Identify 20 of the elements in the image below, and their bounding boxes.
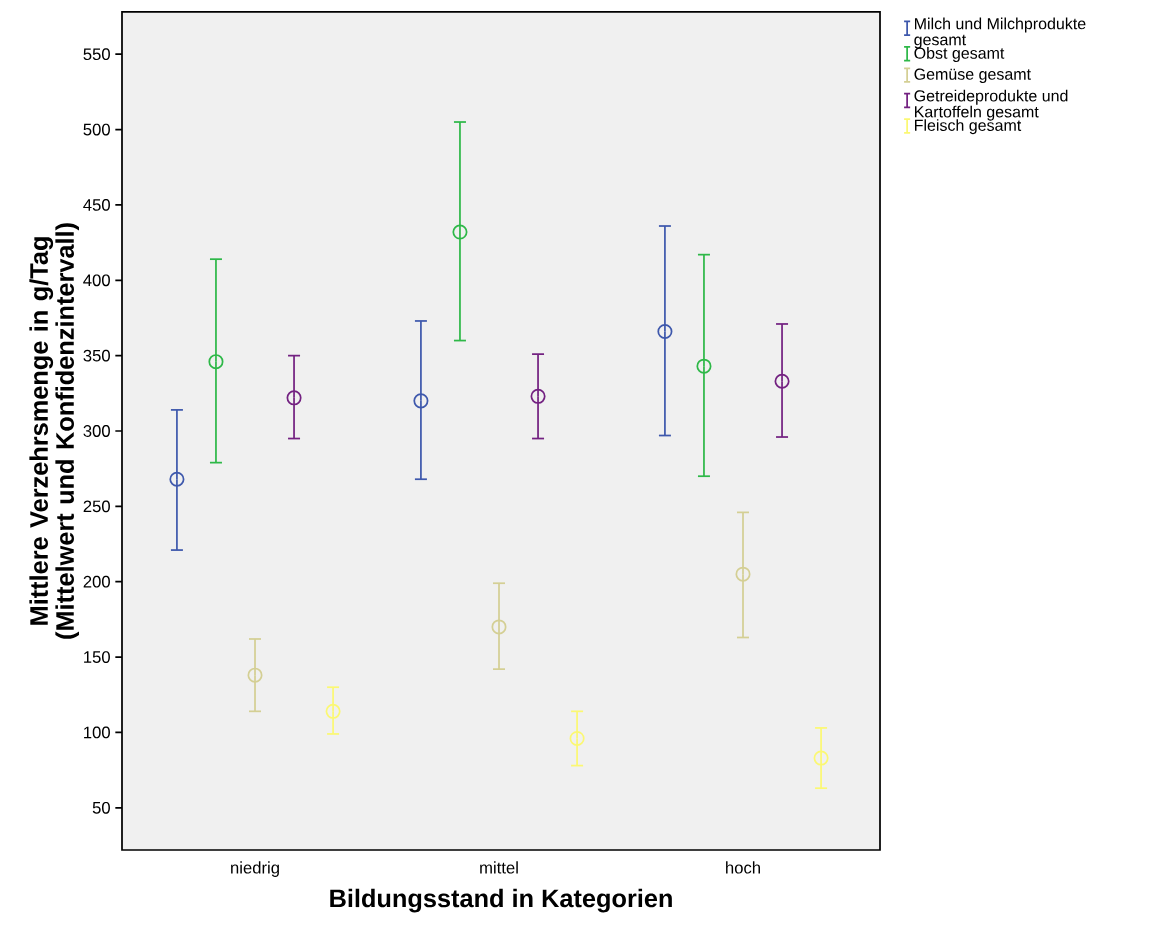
y-tick-label: 300: [83, 425, 110, 437]
y-tick-label: 50: [92, 801, 110, 814]
y-tick-label: 450: [83, 199, 110, 211]
y-axis-title: Mittlere Verzehrsmenge in g/Tag (Mittelwert und Konfidenzintervall): [29, 223, 79, 639]
y-tick-label: 350: [83, 349, 110, 362]
y-tick-label: 100: [84, 726, 110, 739]
legend-label: Gemüse gesamt: [914, 68, 1031, 83]
legend-label: Fleisch gesamt: [915, 119, 1022, 135]
x-tick-label: hoch: [726, 861, 760, 874]
y-tick-label: 500: [83, 123, 110, 136]
y-tick-label: 150: [84, 651, 110, 663]
y-tick-label: 400: [83, 274, 110, 287]
y-tick-label: 250: [83, 500, 110, 513]
y-tick-label: 200: [83, 575, 110, 588]
y-tick-label: 550: [83, 48, 110, 61]
legend-label: Obst gesamt: [914, 47, 1005, 62]
x-tick-label: mittel: [480, 861, 518, 874]
legend-label: Milch und Milchprodukte gesamt: [914, 17, 1086, 49]
x-axis-title: Bildungsstand in Kategorien: [330, 888, 672, 913]
x-tick-label: niedrig: [231, 861, 279, 877]
